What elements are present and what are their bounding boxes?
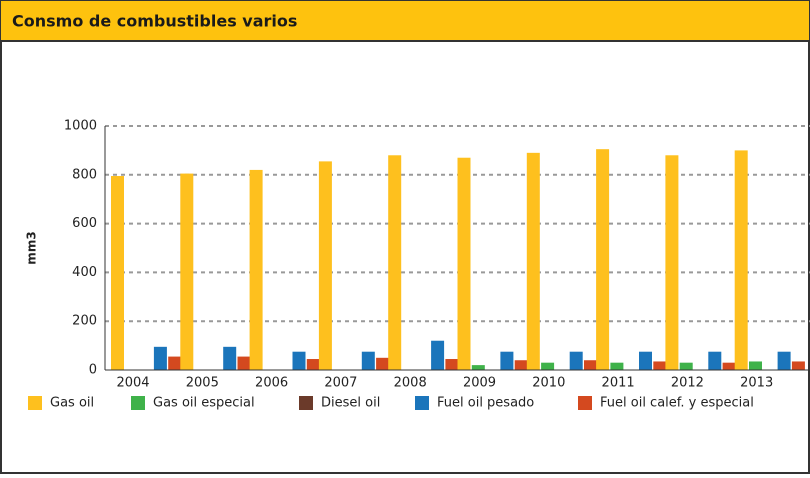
bar [153, 346, 167, 370]
bar [610, 362, 624, 370]
y-tick-label: 800 [72, 167, 97, 182]
bar [318, 161, 332, 370]
bar [292, 351, 306, 370]
x-tick-label: 2007 [324, 376, 357, 391]
bar [722, 362, 736, 370]
bar [180, 173, 194, 370]
y-tick-label: 200 [72, 314, 97, 329]
x-tick-label: 2013 [740, 376, 773, 391]
legend-swatch [299, 396, 313, 410]
legend-label: Diesel oil [321, 396, 380, 411]
bar [361, 351, 375, 370]
legend-swatch [28, 396, 42, 410]
bar [526, 152, 540, 370]
bar [111, 176, 124, 370]
bar [679, 362, 693, 370]
x-tick-label: 2008 [394, 376, 427, 391]
bar [168, 356, 182, 370]
legend-swatch [578, 396, 592, 410]
bar [457, 157, 471, 370]
x-tick-label: 2010 [532, 376, 565, 391]
y-axis-label: mm3 [25, 231, 39, 264]
bar [541, 362, 555, 370]
x-tick-label: 2006 [255, 376, 288, 391]
y-tick-label: 600 [72, 216, 97, 231]
bar [584, 360, 597, 370]
legend-label: Gas oil especial [153, 396, 255, 411]
x-tick-label: 2005 [186, 376, 219, 391]
y-tick-label: 0 [89, 363, 97, 378]
legend-label: Gas oil [50, 396, 94, 411]
x-tick-label: 2004 [116, 376, 149, 391]
bar [223, 346, 237, 370]
legend-swatch [131, 396, 145, 410]
bar [708, 351, 722, 370]
legend-label: Fuel oil pesado [437, 396, 534, 411]
legend-swatch [415, 396, 429, 410]
bar [431, 340, 445, 370]
chart-title: Consmo de combustibles varios [12, 12, 297, 31]
bar [569, 351, 583, 370]
bar [665, 155, 679, 370]
bar [249, 169, 263, 370]
y-tick-label: 400 [72, 265, 97, 280]
bar [653, 361, 667, 370]
title-bar [1, 1, 809, 41]
bar [734, 150, 748, 370]
bar [388, 155, 402, 370]
bar [376, 357, 390, 370]
bar [500, 351, 514, 370]
bar [237, 356, 251, 370]
bar [596, 149, 610, 370]
bar [306, 359, 320, 370]
bar [471, 365, 485, 370]
bar [777, 351, 791, 370]
bar [445, 359, 459, 370]
bar [791, 361, 805, 370]
x-tick-label: 2012 [671, 376, 704, 391]
bar [514, 360, 528, 370]
bar [749, 361, 762, 370]
y-tick-label: 1000 [64, 119, 97, 134]
legend-label: Fuel oil calef. y especial [600, 396, 754, 411]
bar [639, 351, 652, 370]
x-tick-label: 2011 [602, 376, 635, 391]
x-tick-label: 2009 [463, 376, 496, 391]
